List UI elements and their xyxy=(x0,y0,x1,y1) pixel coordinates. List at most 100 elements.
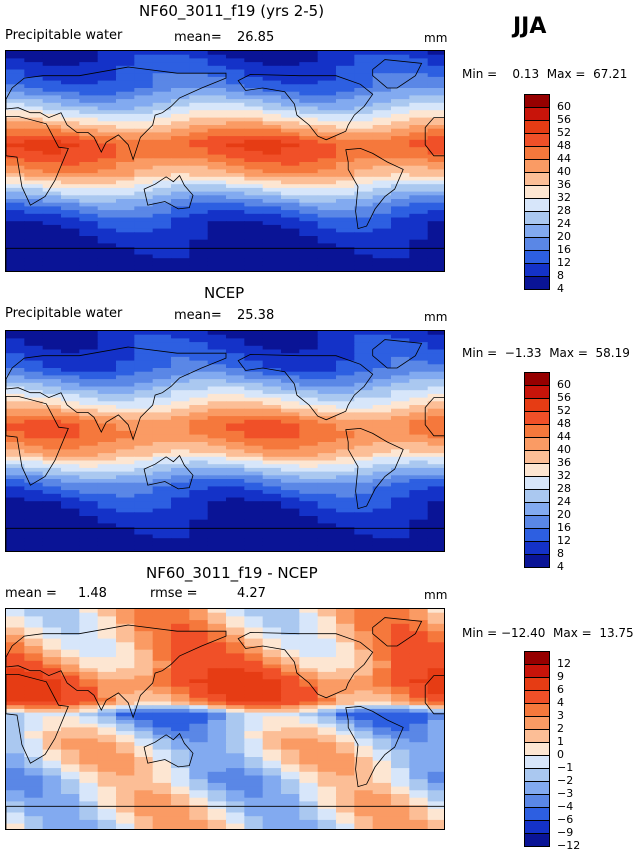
contour-cell xyxy=(152,158,172,163)
contour-cell xyxy=(409,353,429,358)
contour-cell xyxy=(42,634,62,640)
contour-cell xyxy=(262,638,282,643)
contour-cell xyxy=(61,738,80,743)
contour-cell xyxy=(281,261,300,267)
contour-cell xyxy=(336,812,355,817)
contour-cell xyxy=(42,720,62,725)
contour-cell xyxy=(79,162,99,167)
contour-cell xyxy=(299,482,319,487)
contour-cell xyxy=(317,165,337,170)
contour-cell xyxy=(207,132,227,137)
contour-cell xyxy=(391,508,410,513)
contour-cell xyxy=(317,62,337,67)
contour-cell xyxy=(299,727,319,732)
contour-cell xyxy=(354,423,374,428)
contour-cell xyxy=(24,649,44,654)
contour-cell xyxy=(226,538,245,543)
contour-cell xyxy=(354,716,374,721)
contour-cell xyxy=(6,660,25,666)
contour-cell xyxy=(336,541,355,547)
contour-cell xyxy=(226,471,245,476)
contour-cell xyxy=(24,731,44,736)
contour-cell xyxy=(354,88,374,93)
contour-cell xyxy=(281,497,300,502)
contour-cell xyxy=(281,753,300,758)
contour-cell xyxy=(134,88,154,93)
contour-cell xyxy=(97,797,117,802)
contour-cell xyxy=(372,549,392,551)
contour-cell xyxy=(42,121,62,126)
contour-cell xyxy=(24,493,44,499)
contour-cell xyxy=(152,827,172,829)
contour-cell xyxy=(24,808,44,814)
contour-cell xyxy=(6,812,25,817)
contour-cell xyxy=(171,54,190,59)
contour-cell xyxy=(244,497,264,502)
contour-cell xyxy=(24,623,44,629)
contour-cell xyxy=(97,545,117,550)
contour-cell xyxy=(152,62,172,67)
contour-cell xyxy=(116,527,135,532)
contour-cell xyxy=(24,258,44,263)
contour-cell xyxy=(409,790,429,795)
contour-cell xyxy=(152,545,172,550)
contour-cell xyxy=(244,753,264,758)
contour-cell xyxy=(427,364,444,369)
contour-cell xyxy=(317,139,337,145)
contour-cell xyxy=(152,110,172,115)
contour-cell xyxy=(207,224,227,230)
contour-cell xyxy=(317,668,337,673)
contour-cell xyxy=(207,239,227,244)
contour-cell xyxy=(262,54,282,59)
contour-cell xyxy=(226,349,245,354)
contour-cell xyxy=(281,475,300,480)
contour-cell xyxy=(409,794,429,799)
colorbar-swatch xyxy=(524,263,550,277)
contour-cell xyxy=(6,368,25,373)
contour-cell xyxy=(226,616,245,621)
contour-cell xyxy=(171,180,190,185)
contour-cell xyxy=(134,797,154,802)
contour-cell xyxy=(189,712,209,717)
colorbar-label: 56 xyxy=(557,391,571,404)
contour-cell xyxy=(336,430,355,436)
contour-cell xyxy=(61,538,80,543)
contour-cell xyxy=(6,176,25,182)
contour-cell xyxy=(116,371,135,376)
contour-cell xyxy=(42,438,62,443)
contour-cell xyxy=(281,657,300,662)
contour-cell xyxy=(244,243,264,248)
contour-cell xyxy=(189,382,209,388)
contour-cell xyxy=(299,143,319,148)
contour-cell xyxy=(354,779,374,784)
contour-cell xyxy=(299,265,319,270)
contour-cell xyxy=(152,775,172,780)
contour-cell xyxy=(317,712,337,717)
contour-cell xyxy=(152,686,172,691)
contour-cell xyxy=(354,801,374,806)
contour-cell xyxy=(372,694,392,699)
contour-cell xyxy=(281,121,300,126)
contour-cell xyxy=(354,128,374,133)
contour-cell xyxy=(244,213,264,219)
contour-cell xyxy=(116,58,135,63)
contour-cell xyxy=(391,243,410,248)
contour-cell xyxy=(6,423,25,428)
contour-cell xyxy=(79,76,99,82)
contour-cell xyxy=(79,147,99,152)
contour-cell xyxy=(61,519,80,524)
contour-cell xyxy=(427,191,444,196)
contour-cell xyxy=(409,139,429,145)
contour-cell xyxy=(391,471,410,476)
contour-cell xyxy=(134,609,154,614)
contour-cell xyxy=(336,609,355,614)
contour-cell xyxy=(262,530,282,536)
contour-cell xyxy=(116,493,135,499)
contour-cell xyxy=(6,243,25,248)
colorbar-label: 8 xyxy=(557,269,564,282)
colorbar-label: 20 xyxy=(557,508,571,521)
contour-cell xyxy=(24,408,44,413)
contour-cell xyxy=(336,504,355,510)
contour-cell xyxy=(372,224,392,230)
contour-cell xyxy=(226,106,245,111)
